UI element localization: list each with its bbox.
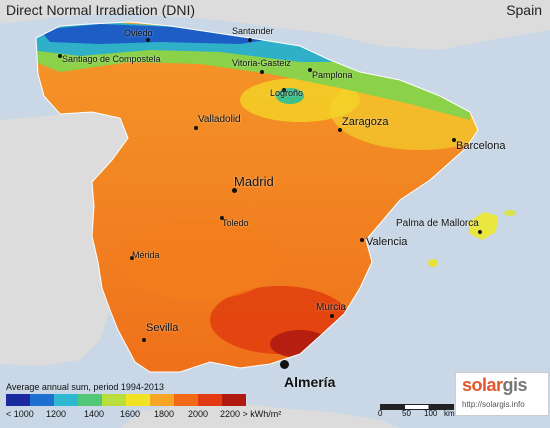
city-dot [360,238,364,242]
legend-swatch-7 [174,394,198,406]
city-label-santander: Santander [232,26,274,36]
city-label-toledo: Toledo [222,218,249,228]
ibiza-island [428,259,438,267]
city-label-santiago: Santiago de Compostela [62,54,161,64]
legend-tick: 1800 [154,409,175,419]
city-dot [330,314,334,318]
city-dot [142,338,146,342]
scale-label: 50 [402,409,411,418]
city-dot [130,256,134,260]
city-dot [338,128,342,132]
legend-tick: 2000 [188,409,209,419]
legend-tick: 1400 [84,409,105,419]
city-label-sevilla: Sevilla [146,322,179,334]
city-dot-almeria [280,360,289,369]
legend-color-bar [6,394,246,406]
city-dot [308,68,312,72]
city-dot [478,230,482,234]
logo-solar-text: solar [462,375,503,395]
solargis-logo-box[interactable]: solargis http://solargis.info [455,372,549,416]
legend-title: Average annual sum, period 1994-2013 [6,382,164,392]
coastline [35,21,479,373]
scale-labels: 0 50 100 km [376,409,466,419]
legend-swatch-5 [126,394,150,406]
city-label-pamplona: Pamplona [312,70,353,80]
legend-swatch-4 [102,394,126,406]
city-dot [452,138,456,142]
scale-bar [380,404,454,410]
city-label-murcia: Murcia [316,302,347,313]
legend-swatch-1 [30,394,54,406]
africa-land [120,402,400,428]
legend-ticks: < 1000 1200 1400 1600 1800 2000 2200 > k… [6,409,306,421]
solargis-logo: solargis [462,375,528,396]
legend-swatch-0 [6,394,30,406]
city-label-valladolid: Valladolid [198,114,241,125]
city-label-palma: Palma de Mallorca [396,218,479,229]
mallorca-island [468,212,498,240]
legend-tick: 1600 [120,409,141,419]
city-label-oviedo: Oviedo [124,28,153,38]
country-label: Spain [506,2,542,18]
city-dot [194,126,198,130]
logo-gis-text: gis [502,375,528,395]
city-label-vitoria: Vitoria-Gasteiz [232,58,291,68]
menorca-island [504,210,516,216]
scale-label: 100 [424,409,438,418]
city-label-zaragoza: Zaragoza [342,116,389,128]
legend-tick: < 1000 [6,409,34,419]
city-dot [282,88,286,92]
portugal-land [0,112,128,366]
city-dot [248,38,252,42]
legend-swatch-8 [198,394,222,406]
city-dot [260,70,264,74]
city-dot [58,54,62,58]
city-dot [220,216,224,220]
legend-swatch-2 [54,394,78,406]
city-label-madrid: Madrid [234,174,274,189]
scale-label: km [444,409,455,418]
city-label-barcelona: Barcelona [456,140,506,152]
city-dot [146,38,150,42]
map-title: Direct Normal Irradiation (DNI) [6,2,196,18]
legend-tick: 1200 [46,409,67,419]
legend-swatch-6 [150,394,174,406]
solargis-url[interactable]: http://solargis.info [462,400,525,409]
city-dot [232,188,237,193]
legend-swatch-9 [222,394,246,406]
city-label-almeria: Almería [284,374,336,390]
legend-tick: 2200 > kWh/m² [220,409,282,419]
city-label-valencia: Valencia [366,236,408,248]
france-land [0,0,550,50]
city-label-logrono: Logroño [270,88,304,98]
scale-label: 0 [378,409,383,418]
city-label-merida: Mérida [132,250,160,260]
legend-swatch-3 [78,394,102,406]
